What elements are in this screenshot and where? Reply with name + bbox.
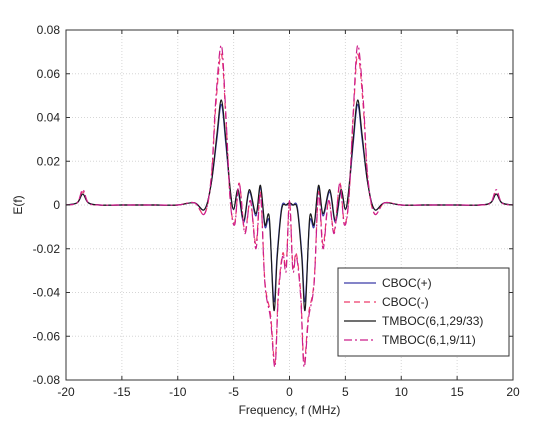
legend-label-1: CBOC(+) [382,276,432,290]
tick-labels: -20 -15 -10 -5 0 5 10 15 20 -0.08 -0.06 -0.04 -0.02 0… [33,23,520,399]
y-tick-label: -0.04 [33,286,61,300]
series-line-4 [65,44,514,368]
series-layer [65,44,514,368]
x-tick-label: 10 [395,385,409,399]
x-tick-label: -10 [169,385,187,399]
x-axis-label: Frequency, f (MHz) [239,403,341,417]
x-tick-label: 20 [506,385,520,399]
x-tick-label: -20 [57,385,75,399]
x-tick-label: 5 [342,385,349,399]
y-tick-label: -0.08 [33,373,61,387]
x-tick-label: 0 [286,385,293,399]
x-tick-label: -5 [228,385,239,399]
legend-label-2: CBOC(-) [382,295,429,309]
legend: CBOC(+) CBOC(-) TMBOC(6,1,29/33) TMBOC(6,1,… [337,267,510,357]
y-axis-label: E(f) [11,195,25,214]
tick-marks [65,29,514,381]
y-tick-label: 0 [53,198,60,212]
x-tick-label: 15 [450,385,464,399]
y-tick-label: 0.08 [37,23,61,37]
y-tick-label: 0.04 [37,111,61,125]
legend-label-3: TMBOC(6,1,29/33) [382,314,483,328]
legend-label-4: TMBOC(6,1,9/11) [382,333,476,347]
y-tick-label: 0.06 [37,67,61,81]
y-tick-label: 0.02 [37,154,61,168]
x-tick-label: -15 [113,385,131,399]
y-tick-label: -0.06 [33,329,61,343]
y-tick-label: -0.02 [33,242,61,256]
